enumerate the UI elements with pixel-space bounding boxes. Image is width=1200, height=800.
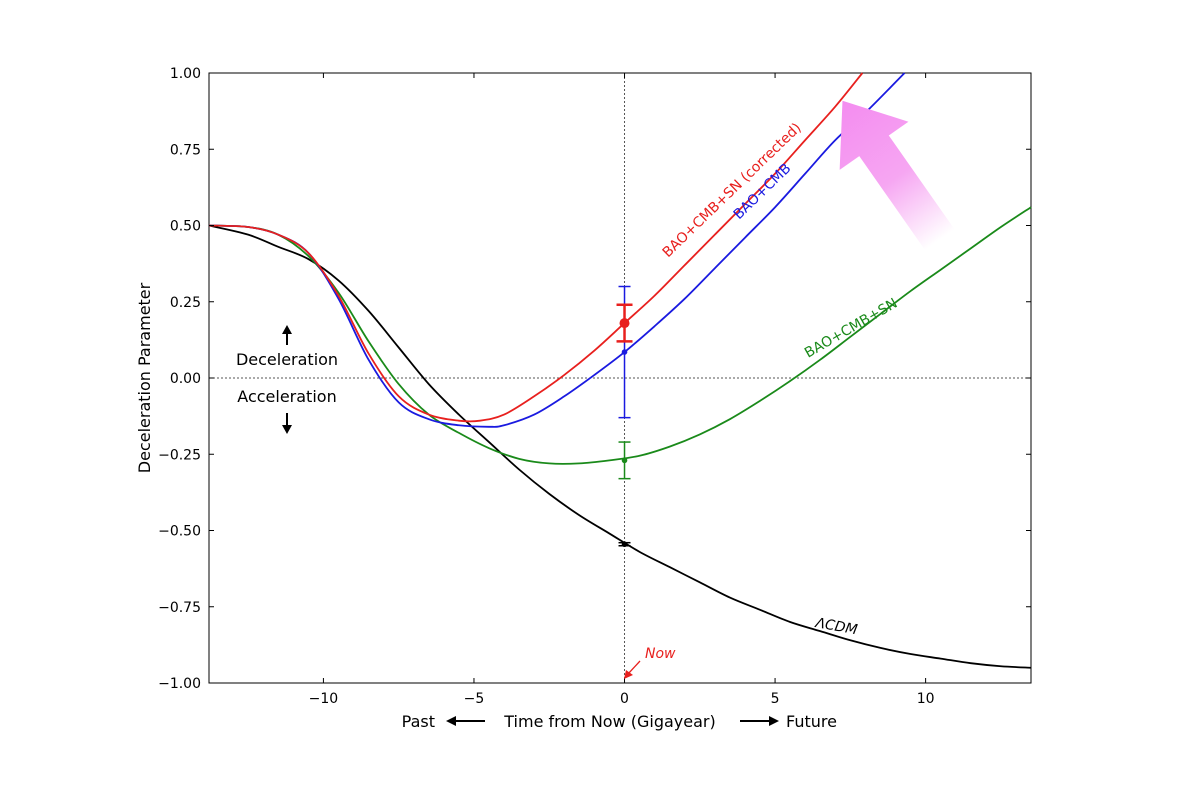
x-axis-label: Time from Now (Gigayear) [503,712,715,731]
x-axis-label-future: Future [786,712,837,731]
y-tick-label: −0.25 [158,447,201,463]
errorbar-point-1 [621,349,628,355]
x-tick-label: 5 [771,691,780,707]
pink-arrow-icon [839,100,955,251]
y-axis-label: Deceleration Parameter [135,282,154,473]
up-arrow-icon [282,325,292,345]
left-arrow-icon [446,716,485,726]
y-tick-label: 1.00 [170,66,201,82]
series-line-1 [208,72,906,428]
y-tick-label: −1.00 [158,676,201,692]
series-label-lcdm: ΛCDM [813,615,858,638]
errorbar-point-0 [619,318,630,329]
acceleration-label: Acceleration [237,387,336,406]
y-tick-label: 0.00 [170,371,201,387]
series-layer [208,72,1032,669]
deceleration-label: Deceleration [236,350,338,369]
x-tick-label: 0 [620,691,629,707]
errorbar-point-2 [621,457,628,464]
x-tick-label: 10 [917,691,935,707]
series-line-2 [208,206,1032,465]
x-axis-label-past: Past [402,712,435,731]
series-line-3 [208,224,1032,669]
now-label: Now [645,646,676,662]
ticks-layer: −10 −5 0 5 10 1.00 0.75 0.50 0.25 0.00 −0.25 −0.50 −… [158,66,1031,707]
x-tick-label: −10 [309,691,339,707]
series-line-0 [208,72,864,423]
series-label-bao-cmb-sn-corrected: BAO+CMB+SN (corrected) [660,120,805,261]
y-tick-label: −0.50 [158,524,201,540]
y-tick-label: 0.25 [170,295,201,311]
down-arrow-icon [282,413,292,434]
errorbar-layer [616,285,633,548]
y-tick-label: 0.75 [170,142,201,158]
y-tick-label: −0.75 [158,600,201,616]
x-tick-label: −5 [464,691,485,707]
y-tick-label: 0.50 [170,219,201,235]
series-label-bao-cmb-sn: BAO+CMB+SN [802,295,900,361]
now-arrow-icon [624,660,641,679]
right-arrow-icon [740,716,779,726]
errorbar-point-3 [621,541,628,548]
